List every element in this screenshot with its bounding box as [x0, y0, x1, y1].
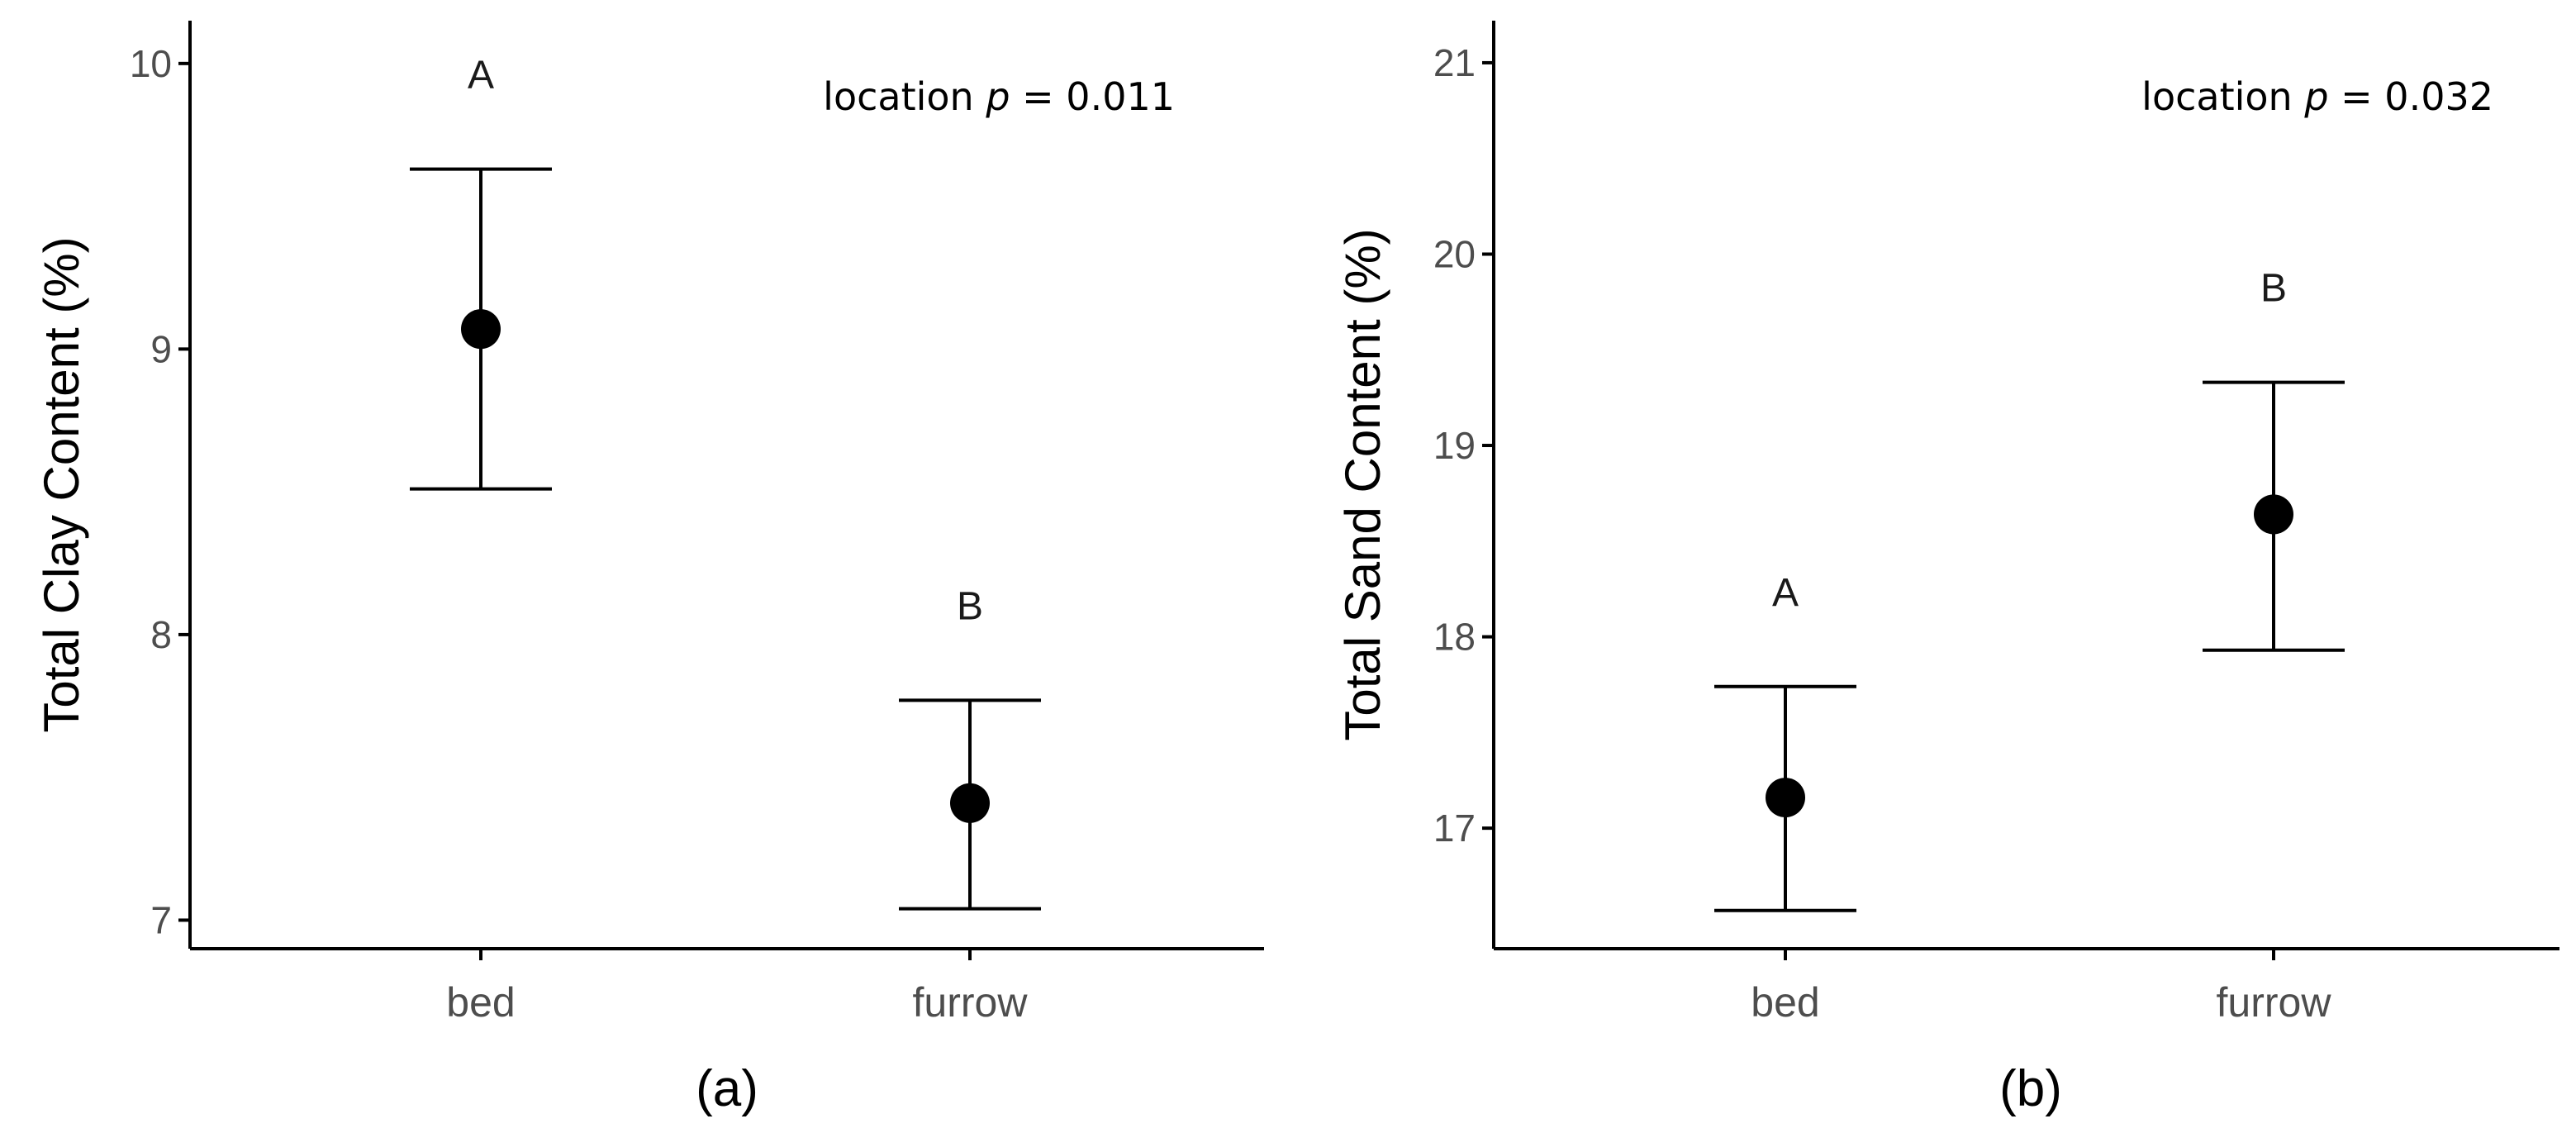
group-letter: A: [1772, 571, 1799, 615]
y-tick-label: 10: [130, 42, 172, 85]
panel-a: 7 8 9 10 bed furrow Total Clay Content (%) (a) A…: [34, 21, 1264, 1117]
y-tick-label: 7: [150, 898, 172, 941]
mean-point: [950, 783, 990, 823]
p-value-annotation: location p = 0.011: [823, 74, 1175, 119]
annotation-value: = 0.011: [1010, 74, 1175, 119]
panel-b: 17 18 19 20 21 bed furrow Total Sand Content (%…: [1335, 21, 2559, 1117]
annotation-prefix: location: [2141, 74, 2304, 119]
y-tick-label: 8: [150, 613, 172, 656]
x-tick-label: furrow: [2217, 979, 2332, 1026]
y-axis-title: Total Clay Content (%): [34, 236, 89, 732]
annotation-value: = 0.032: [2329, 74, 2493, 119]
y-tick-label: 18: [1433, 616, 1476, 659]
group-letter: A: [468, 54, 494, 98]
annotation-prefix: location: [823, 74, 986, 119]
annotation-p-symbol: p: [985, 74, 1010, 119]
x-tick-label: furrow: [913, 979, 1029, 1026]
y-tick-label: 21: [1433, 41, 1476, 84]
y-axis-title: Total Sand Content (%): [1335, 228, 1390, 740]
y-tick-label: 20: [1433, 232, 1476, 275]
x-tick-label: bed: [446, 979, 515, 1026]
y-tick-label: 9: [150, 327, 172, 370]
panel-label: (b): [1999, 1060, 2062, 1117]
y-tick-label: 19: [1433, 424, 1476, 467]
annotation-p-symbol: p: [2303, 74, 2328, 119]
panel-label: (a): [696, 1060, 758, 1117]
p-value-annotation: location p = 0.032: [2141, 74, 2493, 119]
mean-point: [1766, 778, 1805, 818]
group-letter: B: [2260, 267, 2287, 311]
y-tick-label: 17: [1433, 807, 1476, 850]
group-letter: B: [957, 584, 983, 628]
mean-point: [2254, 494, 2293, 535]
x-tick-label: bed: [1751, 979, 1819, 1026]
mean-point: [461, 309, 501, 350]
